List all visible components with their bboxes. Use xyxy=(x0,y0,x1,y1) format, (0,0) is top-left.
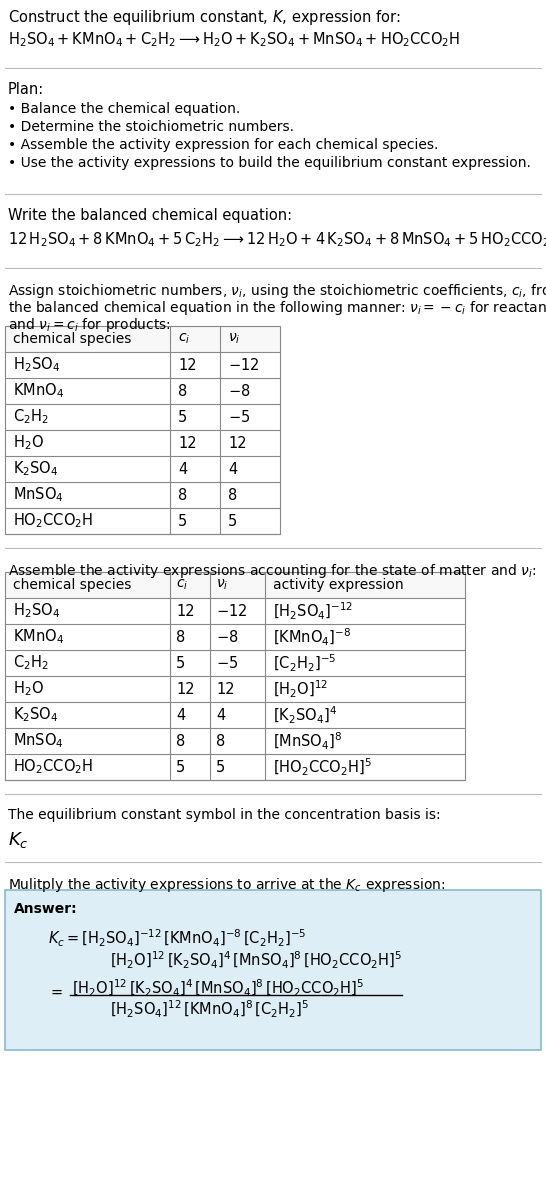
Text: $\mathrm{K_2SO_4}$: $\mathrm{K_2SO_4}$ xyxy=(13,459,58,478)
Text: $\mathrm{H_2SO_4 + KMnO_4 + C_2H_2 \longrightarrow H_2O + K_2SO_4 + MnSO_4 + HO_: $\mathrm{H_2SO_4 + KMnO_4 + C_2H_2 \long… xyxy=(8,30,460,49)
Text: Mulitply the activity expressions to arrive at the $K_c$ expression:: Mulitply the activity expressions to arr… xyxy=(8,876,446,894)
Text: 4: 4 xyxy=(176,707,185,723)
Bar xyxy=(5,572,465,780)
Text: 8: 8 xyxy=(216,734,225,749)
Text: $-8$: $-8$ xyxy=(228,383,251,399)
Text: $[\mathrm{MnSO_4}]^8$: $[\mathrm{MnSO_4}]^8$ xyxy=(273,730,342,751)
Text: $\mathrm{H_2O}$: $\mathrm{H_2O}$ xyxy=(13,433,44,452)
Text: 4: 4 xyxy=(228,462,238,476)
Text: • Balance the chemical equation.: • Balance the chemical equation. xyxy=(8,102,240,116)
Text: 8: 8 xyxy=(178,488,187,502)
Text: 5: 5 xyxy=(176,655,185,671)
Text: $\mathrm{KMnO_4}$: $\mathrm{KMnO_4}$ xyxy=(13,628,64,647)
Text: $K_c = [\mathrm{H_2SO_4}]^{-12}\,[\mathrm{KMnO_4}]^{-8}\,[\mathrm{C_2H_2}]^{-5}$: $K_c = [\mathrm{H_2SO_4}]^{-12}\,[\mathr… xyxy=(48,928,306,950)
Text: and $\nu_i = c_i$ for products:: and $\nu_i = c_i$ for products: xyxy=(8,316,171,334)
Text: $\mathrm{MnSO_4}$: $\mathrm{MnSO_4}$ xyxy=(13,731,64,750)
Text: • Assemble the activity expression for each chemical species.: • Assemble the activity expression for e… xyxy=(8,138,438,152)
Text: $\mathrm{H_2O}$: $\mathrm{H_2O}$ xyxy=(13,680,44,698)
Text: $-12$: $-12$ xyxy=(216,603,247,618)
Text: activity expression: activity expression xyxy=(273,578,403,592)
Bar xyxy=(5,572,465,598)
Text: 8: 8 xyxy=(228,488,238,502)
Text: $-12$: $-12$ xyxy=(228,357,259,373)
Text: $\mathrm{C_2H_2}$: $\mathrm{C_2H_2}$ xyxy=(13,654,49,672)
Text: $\nu_i$: $\nu_i$ xyxy=(228,332,240,347)
Text: 4: 4 xyxy=(216,707,225,723)
Text: $\mathrm{KMnO_4}$: $\mathrm{KMnO_4}$ xyxy=(13,382,64,400)
Text: 12: 12 xyxy=(176,681,194,697)
Bar xyxy=(5,890,541,1050)
Bar xyxy=(5,572,465,780)
Text: $K_c$: $K_c$ xyxy=(8,830,28,850)
Text: $-5$: $-5$ xyxy=(228,410,250,425)
Text: $-8$: $-8$ xyxy=(216,629,239,645)
Text: $c_i$: $c_i$ xyxy=(176,578,188,592)
Text: chemical species: chemical species xyxy=(13,578,132,592)
Text: $\mathrm{HO_2CCO_2H}$: $\mathrm{HO_2CCO_2H}$ xyxy=(13,757,93,776)
Text: Assemble the activity expressions accounting for the state of matter and $\nu_i$: Assemble the activity expressions accoun… xyxy=(8,561,536,580)
Text: $\mathrm{MnSO_4}$: $\mathrm{MnSO_4}$ xyxy=(13,485,64,504)
Text: $\mathrm{H_2SO_4}$: $\mathrm{H_2SO_4}$ xyxy=(13,602,60,621)
Text: $[\mathrm{HO_2CCO_2H}]^5$: $[\mathrm{HO_2CCO_2H}]^5$ xyxy=(273,756,372,777)
Text: Construct the equilibrium constant, $K$, expression for:: Construct the equilibrium constant, $K$,… xyxy=(8,8,401,27)
Text: $\mathrm{K_2SO_4}$: $\mathrm{K_2SO_4}$ xyxy=(13,705,58,724)
Text: Assign stoichiometric numbers, $\nu_i$, using the stoichiometric coefficients, $: Assign stoichiometric numbers, $\nu_i$, … xyxy=(8,283,546,300)
Text: 5: 5 xyxy=(228,514,238,528)
Text: $[\mathrm{H_2O}]^{12}\,[\mathrm{K_2SO_4}]^4\,[\mathrm{MnSO_4}]^8\,[\mathrm{HO_2C: $[\mathrm{H_2O}]^{12}\,[\mathrm{K_2SO_4}… xyxy=(110,950,402,971)
Text: $\mathrm{12\,H_2SO_4 + 8\,KMnO_4 + 5\,C_2H_2 \longrightarrow 12\,H_2O + 4\,K_2SO: $\mathrm{12\,H_2SO_4 + 8\,KMnO_4 + 5\,C_… xyxy=(8,230,546,249)
Text: • Use the activity expressions to build the equilibrium constant expression.: • Use the activity expressions to build … xyxy=(8,155,531,170)
Text: $[\mathrm{KMnO_4}]^{-8}$: $[\mathrm{KMnO_4}]^{-8}$ xyxy=(273,627,351,648)
Bar xyxy=(5,326,280,534)
Text: $[\mathrm{C_2H_2}]^{-5}$: $[\mathrm{C_2H_2}]^{-5}$ xyxy=(273,653,336,673)
Text: 5: 5 xyxy=(216,760,225,774)
Text: $[\mathrm{H_2O}]^{12}\,[\mathrm{K_2SO_4}]^4\,[\mathrm{MnSO_4}]^8\,[\mathrm{HO_2C: $[\mathrm{H_2O}]^{12}\,[\mathrm{K_2SO_4}… xyxy=(72,978,364,999)
Text: Plan:: Plan: xyxy=(8,82,44,97)
Text: $[\mathrm{K_2SO_4}]^4$: $[\mathrm{K_2SO_4}]^4$ xyxy=(273,704,337,725)
Text: 5: 5 xyxy=(176,760,185,774)
Text: 12: 12 xyxy=(216,681,235,697)
Text: $=$: $=$ xyxy=(48,984,63,999)
Text: Answer:: Answer: xyxy=(14,902,78,916)
Text: 12: 12 xyxy=(178,436,197,451)
Text: • Determine the stoichiometric numbers.: • Determine the stoichiometric numbers. xyxy=(8,120,294,134)
Text: The equilibrium constant symbol in the concentration basis is:: The equilibrium constant symbol in the c… xyxy=(8,808,441,823)
Text: Write the balanced chemical equation:: Write the balanced chemical equation: xyxy=(8,208,292,223)
Text: 12: 12 xyxy=(176,603,194,618)
Text: $[\mathrm{H_2SO_4}]^{12}\,[\mathrm{KMnO_4}]^8\,[\mathrm{C_2H_2}]^5$: $[\mathrm{H_2SO_4}]^{12}\,[\mathrm{KMnO_… xyxy=(110,999,309,1020)
Text: 12: 12 xyxy=(228,436,247,451)
Text: $\mathrm{H_2SO_4}$: $\mathrm{H_2SO_4}$ xyxy=(13,356,60,374)
Text: $-5$: $-5$ xyxy=(216,655,238,671)
Text: 12: 12 xyxy=(178,357,197,373)
Text: 8: 8 xyxy=(176,734,185,749)
Text: 8: 8 xyxy=(178,383,187,399)
Text: $c_i$: $c_i$ xyxy=(178,332,191,347)
Text: $\mathrm{HO_2CCO_2H}$: $\mathrm{HO_2CCO_2H}$ xyxy=(13,512,93,531)
Text: $[\mathrm{H_2O}]^{12}$: $[\mathrm{H_2O}]^{12}$ xyxy=(273,679,328,699)
Text: $\nu_i$: $\nu_i$ xyxy=(216,578,228,592)
Bar xyxy=(5,326,280,353)
Text: 5: 5 xyxy=(178,410,187,425)
Text: 8: 8 xyxy=(176,629,185,645)
Text: $\mathrm{C_2H_2}$: $\mathrm{C_2H_2}$ xyxy=(13,407,49,426)
Text: 4: 4 xyxy=(178,462,187,476)
Text: the balanced chemical equation in the following manner: $\nu_i = -c_i$ for react: the balanced chemical equation in the fo… xyxy=(8,299,546,317)
Bar xyxy=(5,326,280,534)
Text: 5: 5 xyxy=(178,514,187,528)
Text: $[\mathrm{H_2SO_4}]^{-12}$: $[\mathrm{H_2SO_4}]^{-12}$ xyxy=(273,601,353,622)
Text: chemical species: chemical species xyxy=(13,332,132,345)
